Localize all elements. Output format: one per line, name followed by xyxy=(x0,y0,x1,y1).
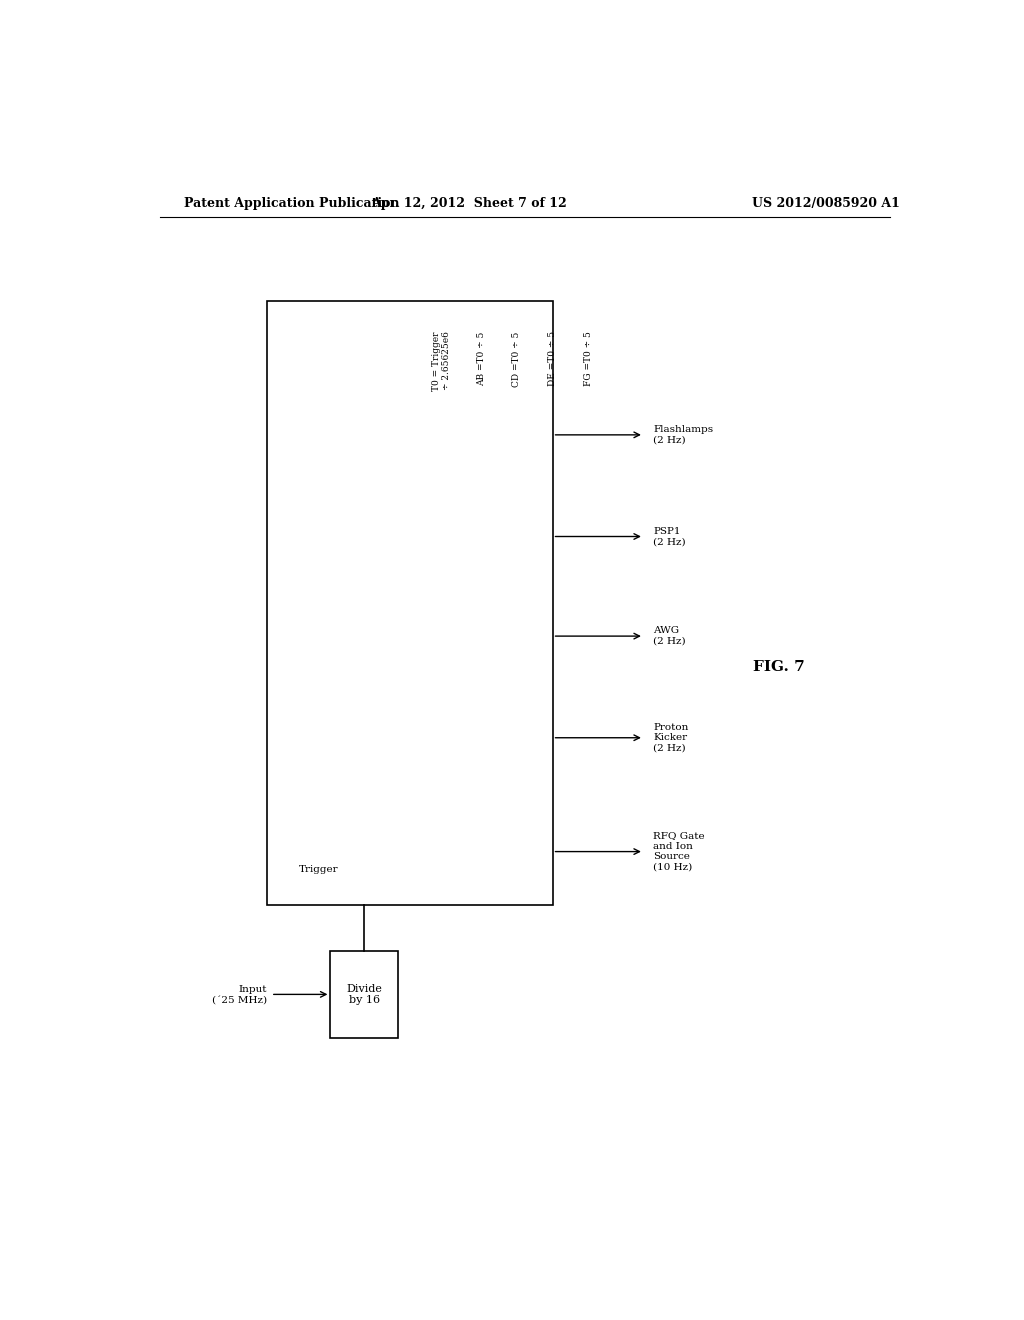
Text: AB =T0 ÷ 5: AB =T0 ÷ 5 xyxy=(476,331,485,385)
Text: DE =T0 ÷ 5: DE =T0 ÷ 5 xyxy=(548,331,557,387)
Text: Input
(´25 MHz): Input (´25 MHz) xyxy=(212,985,267,1005)
Text: AWG
(2 Hz): AWG (2 Hz) xyxy=(653,627,686,645)
Text: Patent Application Publication: Patent Application Publication xyxy=(183,197,399,210)
Text: Apr. 12, 2012  Sheet 7 of 12: Apr. 12, 2012 Sheet 7 of 12 xyxy=(372,197,567,210)
Bar xyxy=(331,952,398,1038)
Text: PSP1
(2 Hz): PSP1 (2 Hz) xyxy=(653,527,686,546)
Bar xyxy=(267,301,553,906)
Text: Proton
Kicker
(2 Hz): Proton Kicker (2 Hz) xyxy=(653,723,689,752)
Text: CD =T0 ÷ 5: CD =T0 ÷ 5 xyxy=(512,331,521,387)
Text: Flashlamps
(2 Hz): Flashlamps (2 Hz) xyxy=(653,425,714,445)
Text: FG =T0 ÷ 5: FG =T0 ÷ 5 xyxy=(584,331,593,385)
Text: US 2012/0085920 A1: US 2012/0085920 A1 xyxy=(753,197,900,210)
Text: RFQ Gate
and Ion
Source
(10 Hz): RFQ Gate and Ion Source (10 Hz) xyxy=(653,832,705,871)
Text: FIG. 7: FIG. 7 xyxy=(753,660,805,673)
Text: Divide
by 16: Divide by 16 xyxy=(346,983,382,1006)
Text: Trigger: Trigger xyxy=(299,866,338,874)
Text: T0 = Trigger
÷ 2.65625e6: T0 = Trigger ÷ 2.65625e6 xyxy=(432,331,452,391)
